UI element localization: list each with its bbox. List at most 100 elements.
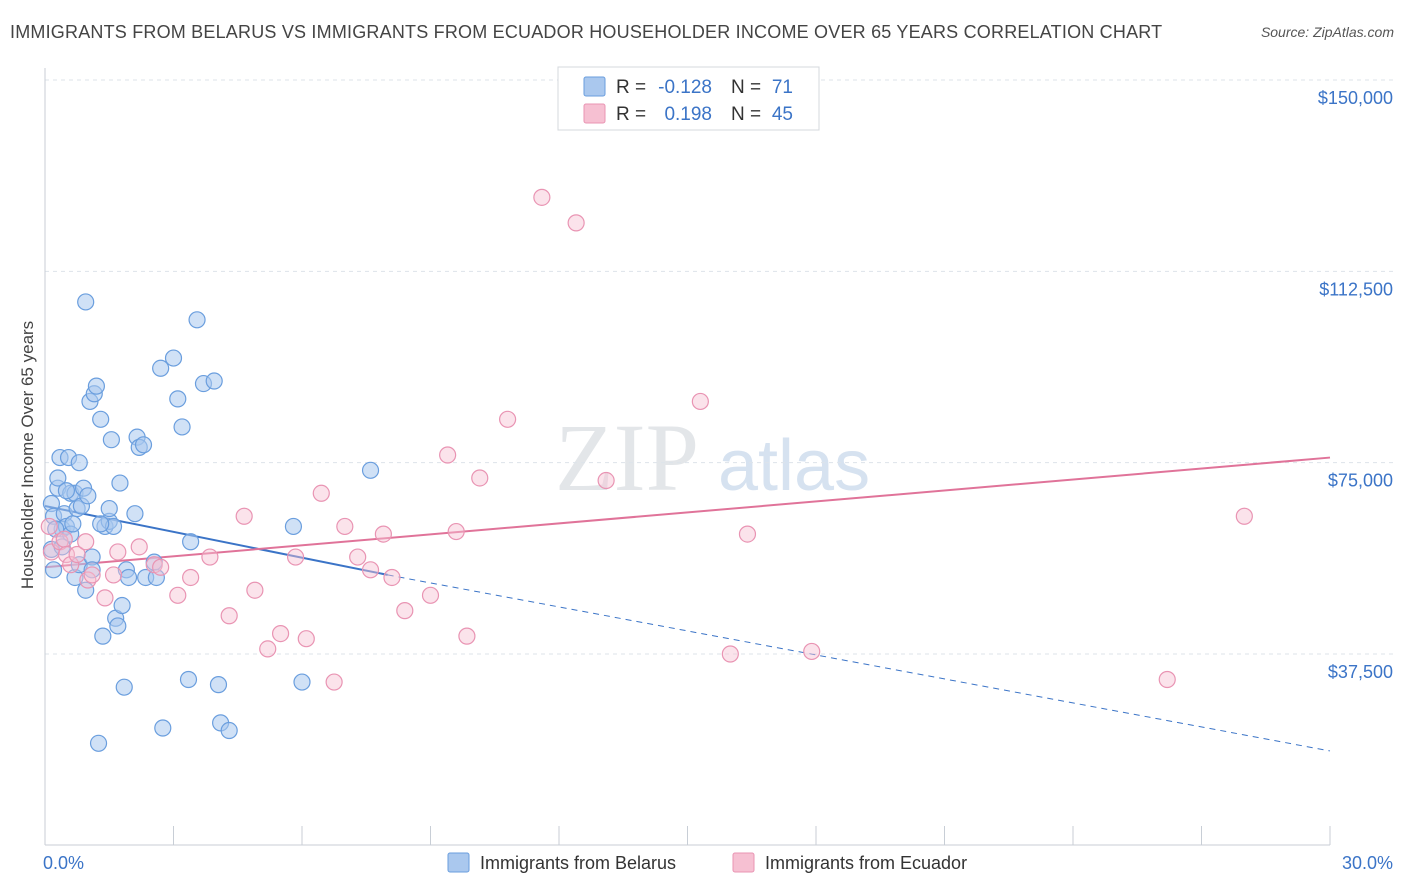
point-belarus-13 [64, 515, 82, 533]
point-belarus-35 [100, 499, 118, 518]
point-belarus-40 [113, 596, 131, 615]
point-belarus-51 [152, 359, 170, 377]
point-belarus-57 [182, 533, 200, 551]
point-ecuador-36 [447, 522, 465, 541]
point-belarus-23 [79, 487, 97, 505]
grid-lines [45, 79, 1393, 655]
point-ecuador-25 [297, 630, 315, 648]
trend-line-belarus-extrapolated [387, 574, 1331, 752]
point-belarus-47 [134, 436, 153, 454]
bottom-legend-swatch-belarus [447, 852, 470, 873]
point-ecuador-18 [201, 548, 219, 566]
point-belarus-58 [188, 311, 206, 329]
point-belarus-54 [169, 390, 187, 408]
legend-n-value-ecuador: 45 [772, 104, 793, 125]
legend-n-label-ecuador: N = [731, 104, 761, 125]
point-ecuador-45 [738, 525, 757, 543]
y-tick-label-2: $112,500 [1319, 279, 1393, 299]
chart-source: Source: ZipAtlas.com [1260, 24, 1394, 40]
point-belarus-56 [179, 670, 198, 689]
point-ecuador-27 [325, 673, 343, 691]
point-belarus-63 [220, 721, 238, 740]
point-belarus-34 [102, 431, 120, 449]
point-ecuador-26 [312, 484, 330, 502]
point-ecuador-13 [130, 538, 148, 556]
point-belarus-44 [126, 505, 144, 523]
y-axis-label: Householder Income Over 65 years [18, 321, 37, 589]
point-belarus-5 [49, 469, 67, 487]
point-belarus-38 [109, 617, 127, 635]
point-ecuador-19 [220, 607, 238, 625]
point-ecuador-31 [374, 525, 392, 543]
point-ecuador-11 [104, 566, 123, 584]
trend-line-ecuador [44, 456, 1331, 569]
legend-n-value-belarus: 71 [772, 77, 793, 98]
point-ecuador-33 [396, 602, 414, 620]
point-ecuador-37 [458, 627, 476, 645]
bottom-legend-label-belarus: Immigrants from Belarus [480, 853, 676, 873]
point-belarus-16 [70, 454, 88, 472]
point-ecuador-38 [471, 469, 489, 487]
legend-r-value-belarus: -0.128 [658, 77, 712, 98]
y-tick-label-3: $150,000 [1318, 88, 1393, 108]
point-ecuador-39 [499, 410, 517, 428]
legend-swatch-belarus [583, 76, 606, 97]
point-ecuador-15 [152, 558, 170, 576]
watermark-zip: ZIP [555, 404, 699, 511]
point-ecuador-46 [803, 642, 821, 661]
point-ecuador-3 [55, 530, 73, 548]
point-belarus-52 [154, 719, 172, 737]
point-belarus-50 [147, 568, 165, 587]
point-ecuador-21 [246, 581, 264, 599]
point-belarus-39 [111, 474, 129, 492]
point-ecuador-41 [567, 214, 585, 232]
point-ecuador-0 [40, 517, 58, 536]
chart-title: IMMIGRANTS FROM BELARUS VS IMMIGRANTS FR… [10, 22, 1163, 42]
point-belarus-26 [83, 561, 101, 579]
point-belarus-41 [115, 678, 133, 696]
point-belarus-22 [77, 581, 95, 599]
legend-n-label-belarus: N = [731, 77, 761, 98]
point-ecuador-47 [1158, 670, 1176, 689]
point-ecuador-30 [361, 561, 380, 579]
point-belarus-21 [77, 293, 95, 311]
point-belarus-70 [92, 515, 110, 533]
point-ecuador-43 [691, 392, 709, 411]
point-ecuador-6 [68, 545, 86, 564]
point-belarus-43 [119, 568, 138, 587]
point-ecuador-44 [721, 645, 739, 663]
point-belarus-29 [89, 734, 108, 752]
point-ecuador-9 [83, 566, 101, 584]
point-belarus-61 [209, 676, 228, 694]
point-ecuador-12 [109, 543, 127, 561]
point-ecuador-42 [597, 471, 615, 490]
y-tick-label-1: $75,000 [1328, 471, 1393, 491]
legend-swatch-ecuador [583, 103, 606, 124]
point-belarus-3 [44, 561, 63, 579]
legend-r-label-ecuador: R = [616, 104, 646, 125]
point-belarus-55 [173, 418, 191, 436]
bottom-legend-swatch-ecuador [732, 852, 755, 873]
series-belarus [42, 293, 380, 752]
point-ecuador-28 [336, 517, 354, 536]
point-ecuador-10 [96, 589, 114, 607]
watermark-atlas: atlas [718, 426, 870, 506]
series-legend: Immigrants from Belarus Immigrants from … [447, 852, 967, 873]
x-tick-min: 0.0% [43, 853, 84, 873]
legend-r-label-belarus: R = [616, 77, 646, 98]
point-belarus-28 [87, 377, 106, 395]
y-tick-label-0: $37,500 [1328, 662, 1393, 682]
point-ecuador-7 [77, 533, 95, 551]
tick-labels: $37,500 $75,000 $112,500 $150,000 [1318, 88, 1393, 682]
point-ecuador-24 [286, 548, 305, 566]
point-ecuador-23 [271, 624, 290, 643]
point-ecuador-34 [421, 586, 440, 604]
point-ecuador-17 [182, 568, 200, 587]
bottom-legend-label-ecuador: Immigrants from Ecuador [765, 853, 967, 873]
point-belarus-53 [164, 349, 183, 367]
x-tick-max: 30.0% [1342, 853, 1393, 873]
point-belarus-60 [205, 372, 223, 390]
point-belarus-69 [57, 482, 76, 500]
legend-r-value-ecuador: 0.198 [664, 104, 712, 125]
point-belarus-30 [92, 410, 110, 428]
